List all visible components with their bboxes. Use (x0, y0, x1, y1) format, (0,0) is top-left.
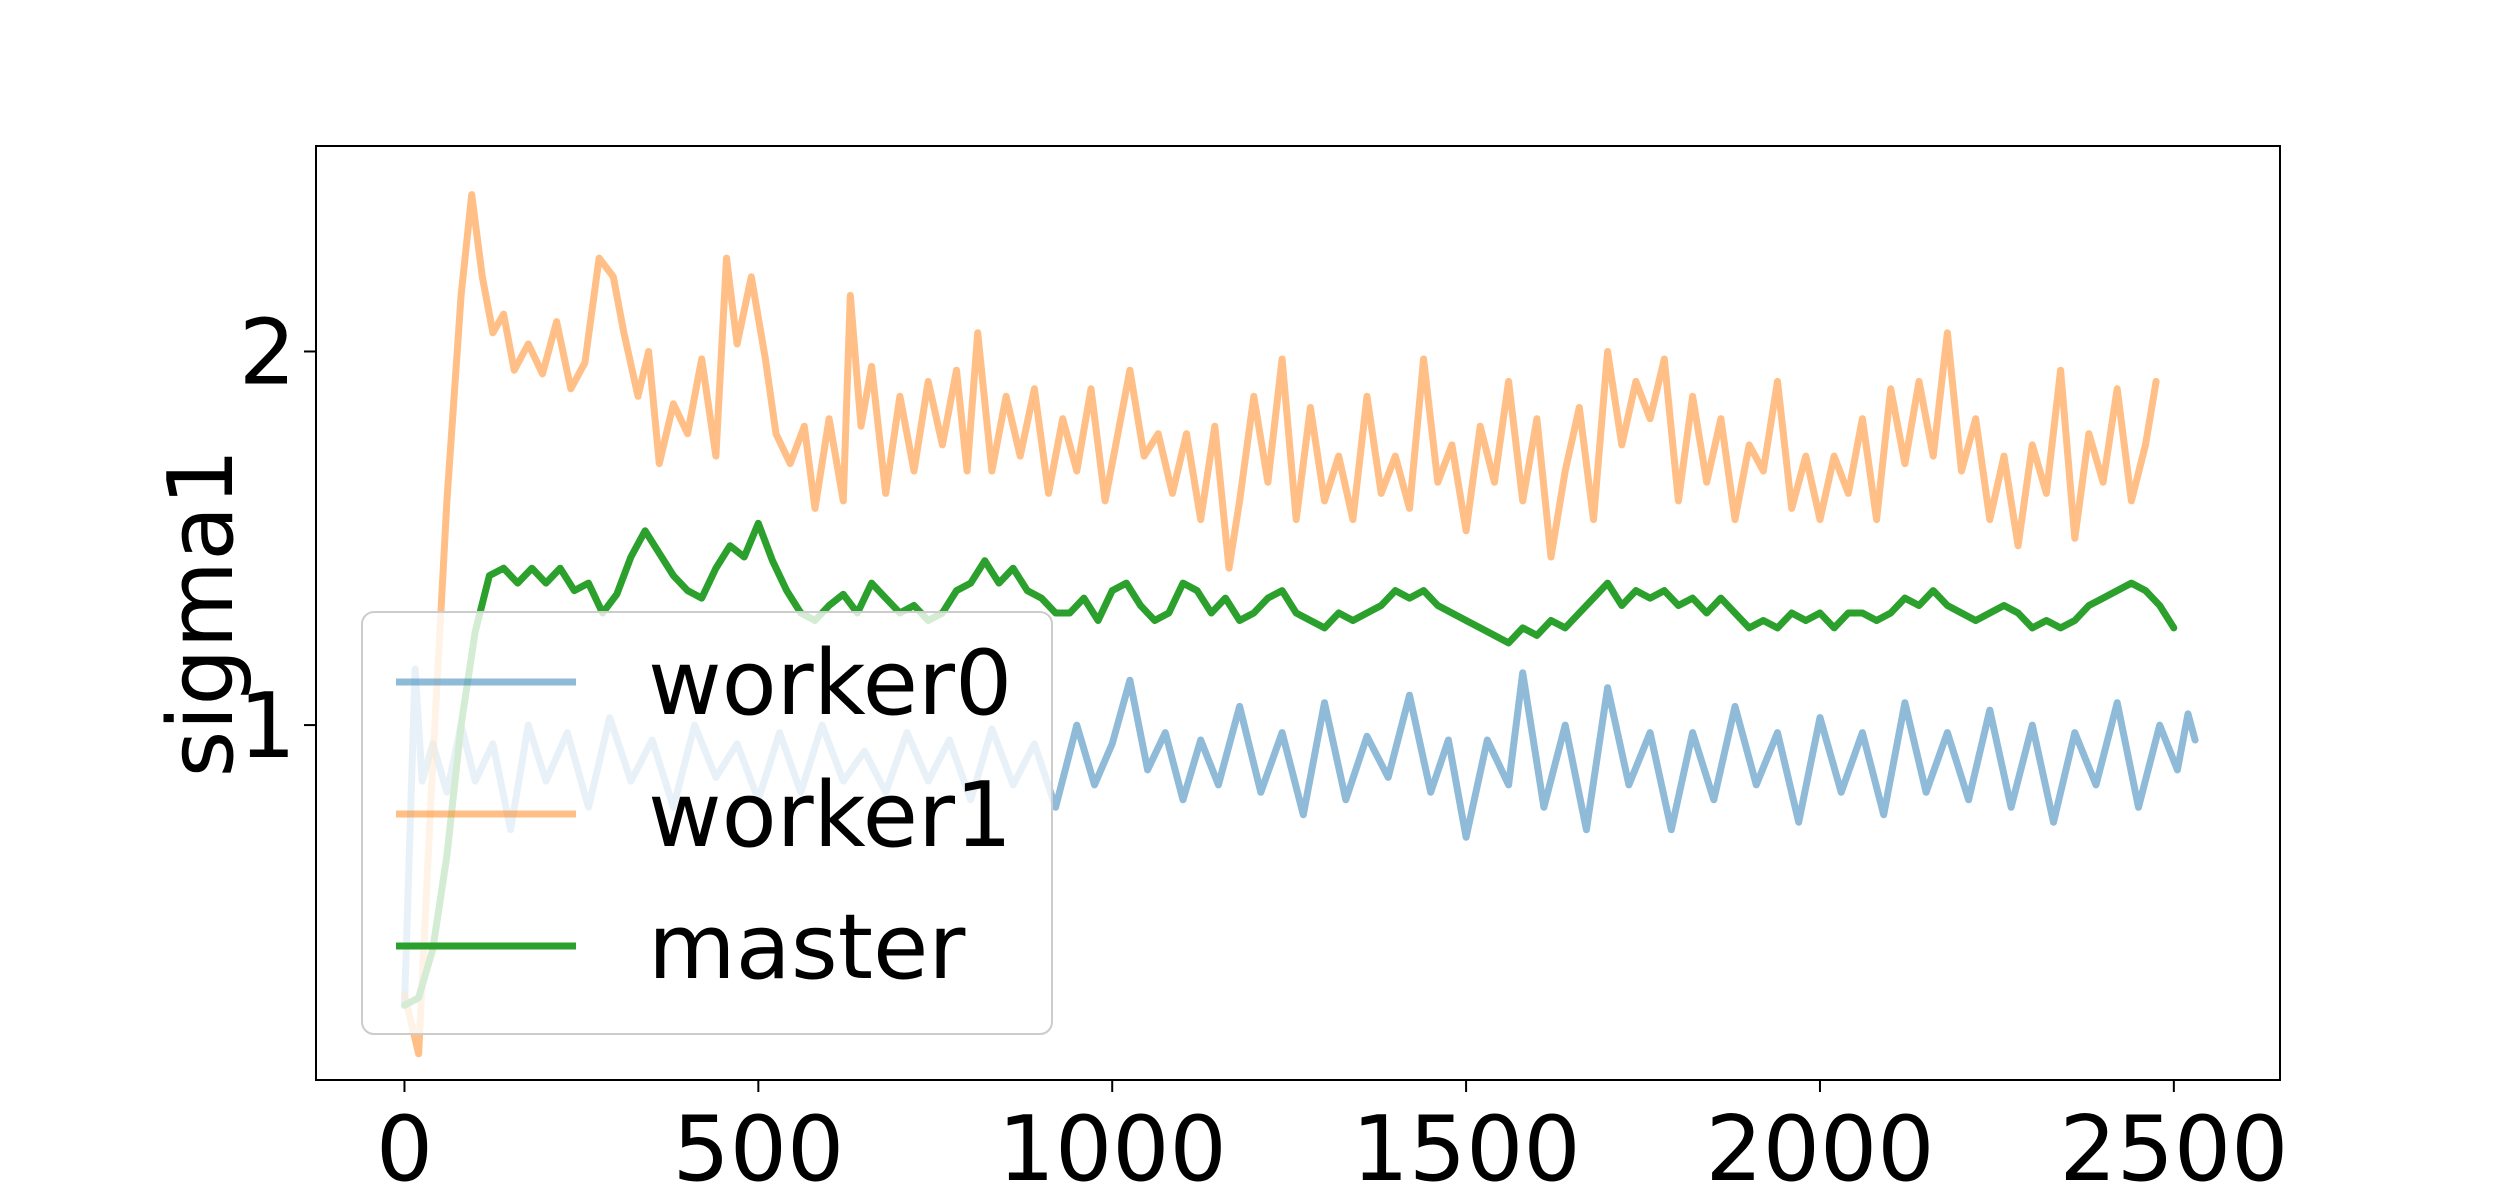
x-tick-label: 500 (672, 1097, 844, 1200)
y-axis-label: sigma1 (149, 448, 254, 777)
y-axis: 12 (239, 300, 316, 779)
x-tick-label: 2500 (2059, 1097, 2288, 1200)
x-tick-label: 0 (376, 1097, 433, 1200)
series-line-master (401, 519, 2178, 1009)
x-tick-label: 2000 (1705, 1097, 1934, 1200)
legend-label-worker0: worker0 (648, 631, 1012, 736)
legend: worker0 worker1 master (361, 611, 1053, 1035)
legend-label-worker1: worker1 (648, 763, 1012, 868)
x-tick-label: 1500 (1352, 1097, 1581, 1200)
y-tick-label: 1 (239, 674, 296, 779)
y-tick-label: 2 (239, 300, 296, 405)
legend-box (361, 611, 1053, 1035)
plot-frame (315, 145, 2281, 1081)
series-line-worker1 (401, 191, 2160, 1058)
x-axis: 0 500 1000 1500 2000 2500 (376, 1080, 2288, 1200)
x-tick-label: 1000 (998, 1097, 1227, 1200)
legend-label-master: master (648, 895, 965, 1000)
